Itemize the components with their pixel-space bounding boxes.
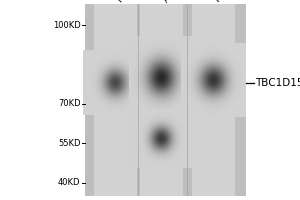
Text: A549: A549 [161, 0, 184, 4]
Text: Mouse pancreas: Mouse pancreas [213, 0, 272, 4]
Bar [94, 4, 137, 196]
Bar [85, 4, 247, 196]
Text: 70KD: 70KD [58, 99, 81, 108]
Text: TBC1D15: TBC1D15 [255, 78, 300, 88]
Bar [192, 4, 235, 196]
Text: 100KD: 100KD [53, 21, 81, 30]
Bar [140, 4, 183, 196]
Text: 40KD: 40KD [58, 178, 81, 187]
Text: HeLa: HeLa [116, 0, 138, 4]
Text: 55KD: 55KD [58, 139, 81, 148]
